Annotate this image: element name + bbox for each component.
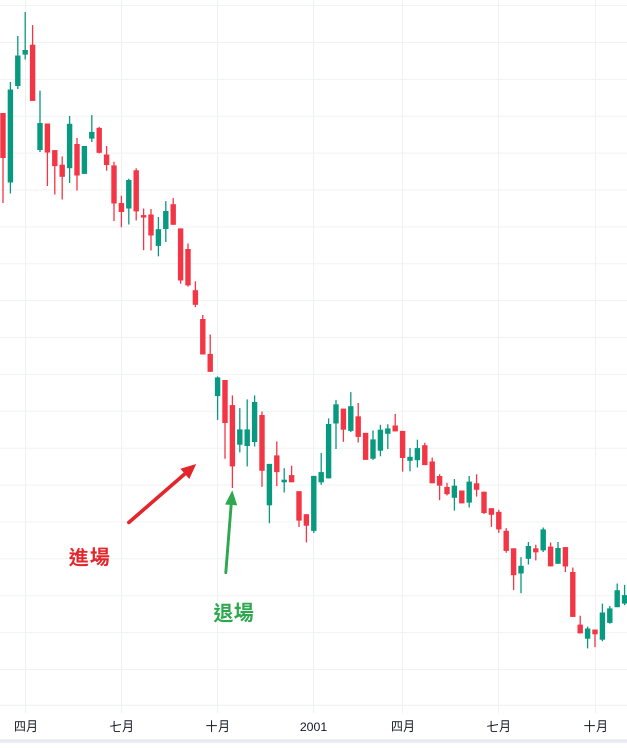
svg-text:2001: 2001 <box>300 720 328 734</box>
